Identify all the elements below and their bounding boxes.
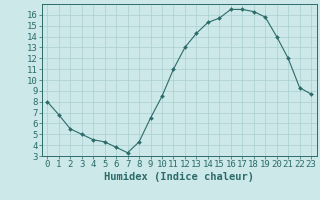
X-axis label: Humidex (Indice chaleur): Humidex (Indice chaleur)	[104, 172, 254, 182]
